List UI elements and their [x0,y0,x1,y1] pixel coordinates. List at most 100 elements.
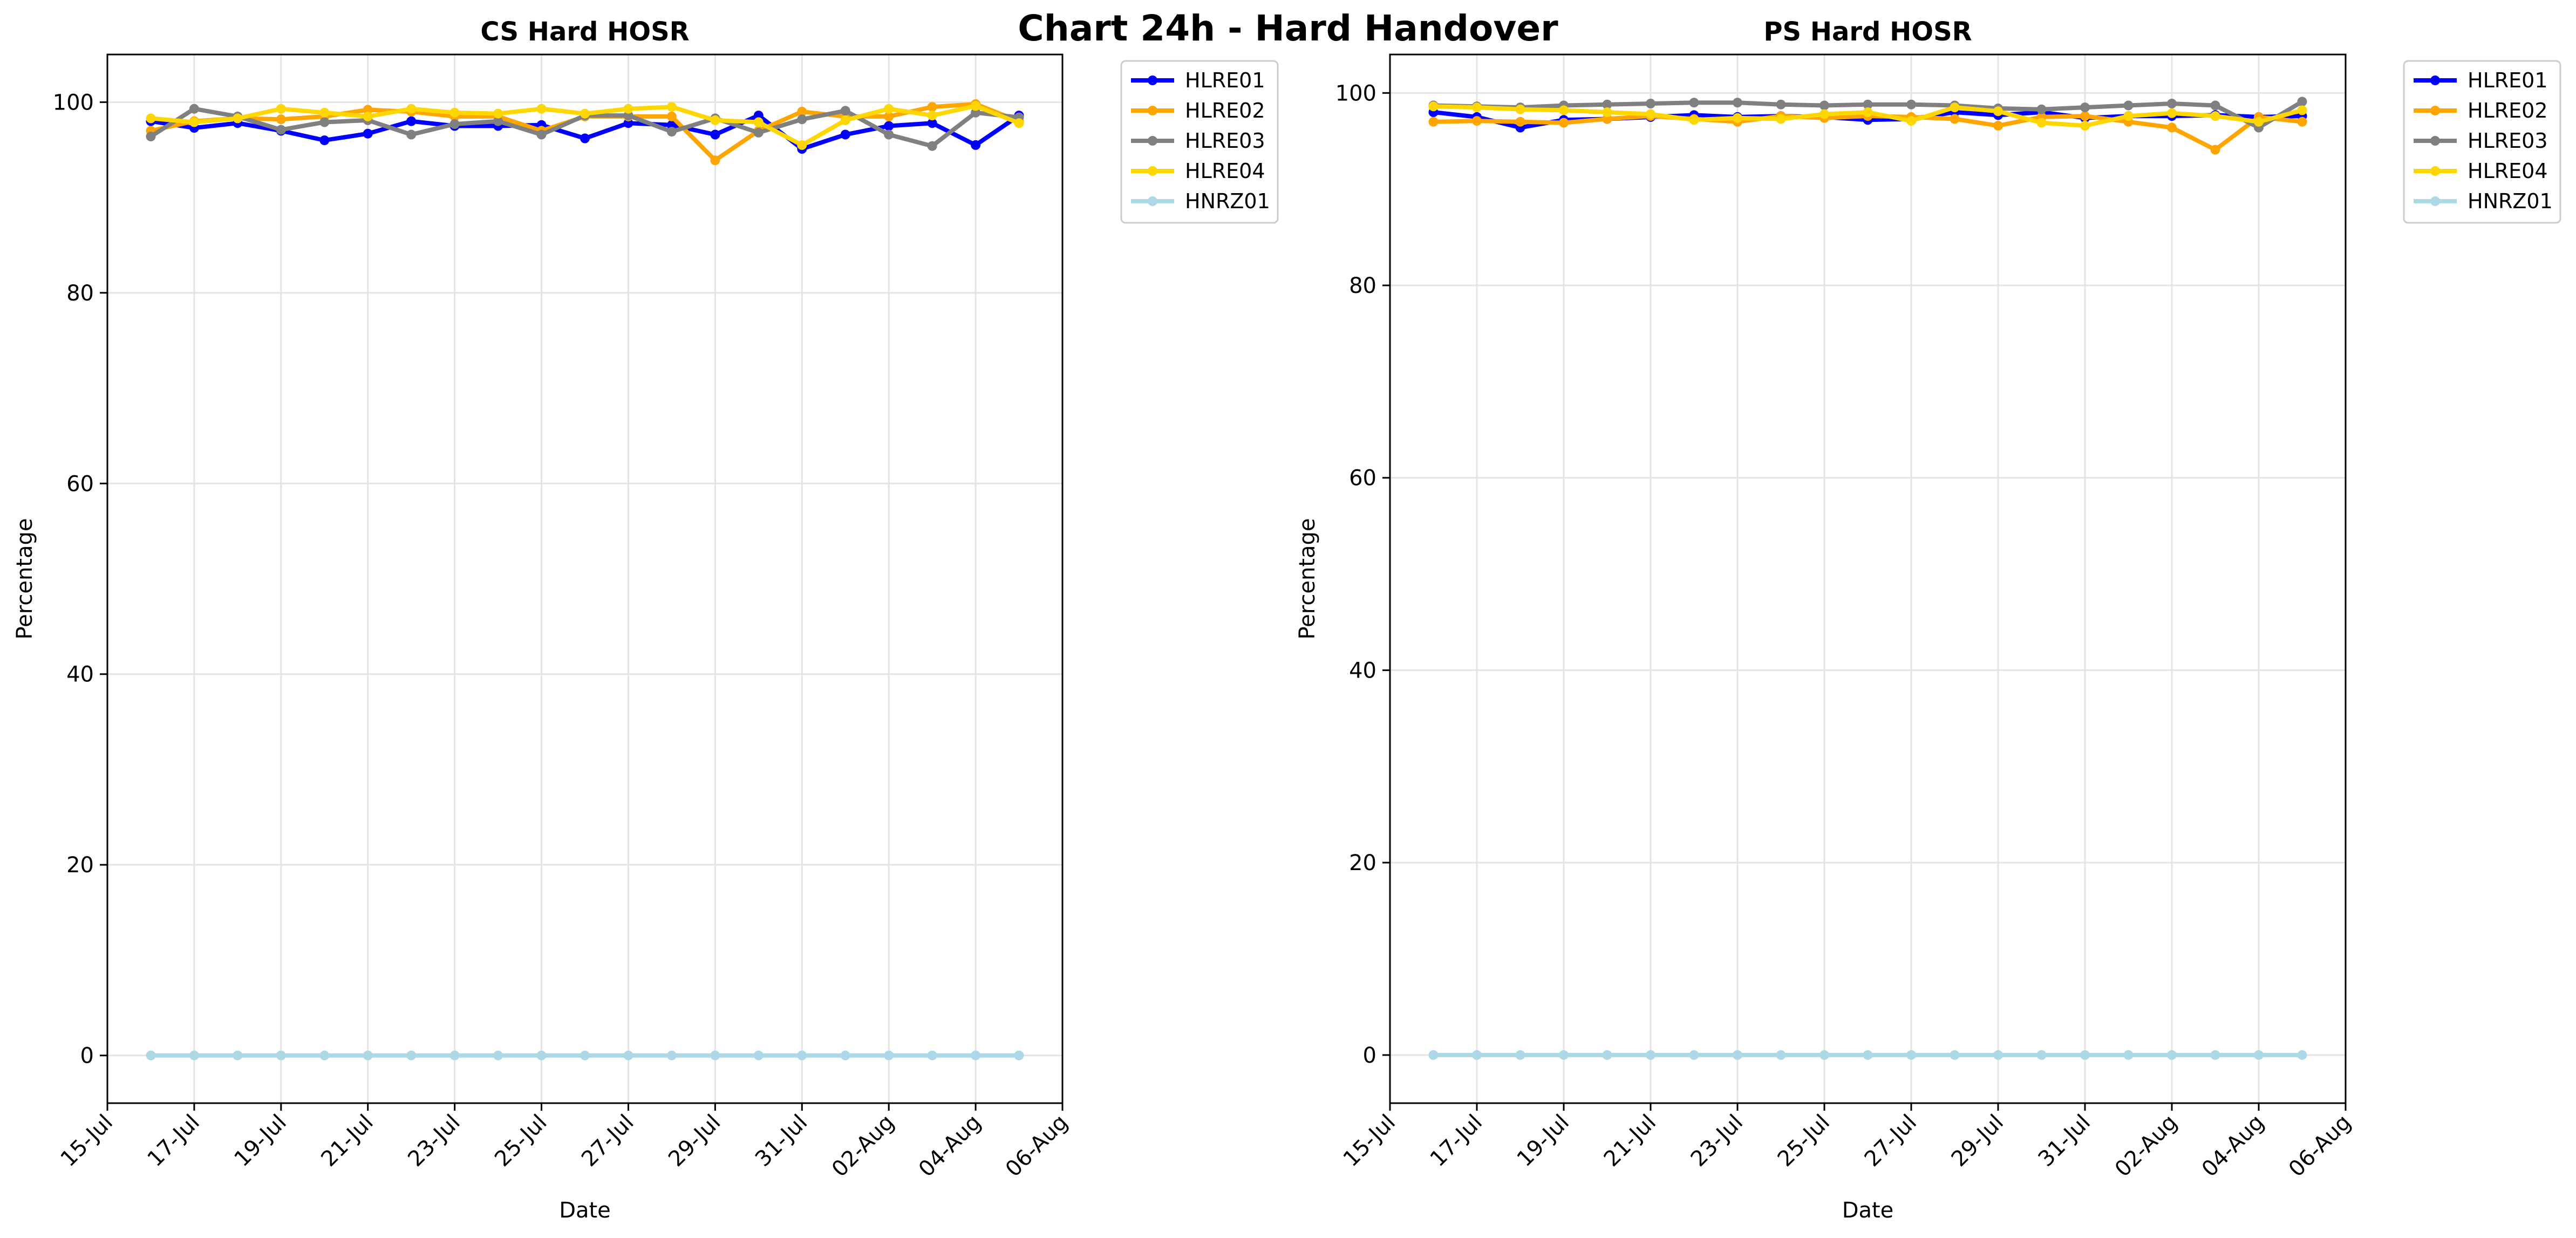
data-point-hlre02 [884,111,894,121]
data-point-hlre04 [276,104,286,114]
data-point-hlre04 [1646,109,1655,119]
data-point-hlre04 [1515,104,1525,114]
data-point-hnrz01 [797,1050,807,1061]
data-point-hnrz01 [927,1050,937,1061]
data-point-hlre03 [2297,97,2307,107]
data-point-hnrz01 [1950,1050,1960,1060]
data-point-hlre02 [1950,114,1960,124]
data-point-hnrz01 [146,1050,156,1061]
data-point-hlre03 [1733,98,1742,108]
legend-label: HLRE01 [2468,69,2548,92]
data-point-hlre03 [2123,100,2134,111]
data-point-hlre04 [1819,109,1829,119]
data-point-hnrz01 [406,1050,417,1061]
data-point-hlre04 [449,107,460,118]
y-tick-label: 0 [1363,1043,1376,1068]
y-axis-label: Percentage [1295,518,1320,639]
data-point-hlre01 [363,128,373,139]
data-point-hnrz01 [1819,1050,1829,1060]
legend-box [2403,60,2561,224]
data-point-hlre04 [406,104,417,114]
data-point-hnrz01 [971,1050,981,1061]
legend-label: HLRE01 [1185,69,1265,92]
chart-title: CS Hard HOSR [480,17,689,47]
data-point-hlre03 [276,125,286,135]
data-point-hnrz01 [2254,1050,2264,1060]
legend-item: HLRE02 [2414,99,2548,122]
data-point-hlre02 [710,155,720,166]
y-tick-label: 20 [1349,851,1376,876]
data-point-hnrz01 [1014,1050,1024,1061]
y-tick-label: 80 [1349,273,1376,298]
data-point-hlre02 [1428,117,1439,127]
data-point-hnrz01 [623,1050,633,1061]
legend-item: HLRE03 [1131,129,1265,153]
data-point-hlre04 [1906,116,1916,126]
data-point-hnrz01 [1646,1050,1655,1060]
data-point-hlre03 [536,129,547,140]
data-point-hlre03 [319,117,330,127]
data-point-hnrz01 [189,1050,199,1061]
data-point-hlre04 [1602,107,1612,117]
data-point-hnrz01 [1993,1050,2003,1060]
legend-marker [2430,106,2440,115]
legend-label: HLRE04 [1185,159,1265,183]
data-point-hlre02 [2297,117,2307,127]
data-point-hlre01 [319,135,330,146]
data-point-hlre04 [2210,111,2220,121]
data-point-hlre03 [2210,100,2220,111]
data-point-hlre03 [1689,98,1699,108]
legend-label: HNRZ01 [1185,189,1270,213]
data-point-hlre02 [1472,116,1482,126]
data-point-hnrz01 [753,1050,764,1061]
y-tick-label: 60 [1349,466,1376,491]
data-point-hnrz01 [1776,1050,1786,1060]
data-point-hnrz01 [1515,1050,1525,1060]
data-point-hlre03 [1906,99,1916,110]
data-point-hlre04 [2036,118,2047,128]
data-point-hlre04 [623,104,633,114]
data-point-hlre03 [493,116,503,126]
y-tick-label: 20 [66,853,94,878]
legend-marker [2430,196,2440,206]
data-point-hnrz01 [233,1050,243,1061]
legend-box [1120,60,1279,224]
legend-label: HLRE02 [2468,99,2548,122]
legend-marker [1148,106,1157,115]
data-point-hlre02 [1602,114,1612,124]
data-point-hlre04 [1993,106,2003,117]
legend-item: HNRZ01 [1131,189,1270,213]
legend-marker [2430,76,2440,85]
data-point-hnrz01 [1863,1050,1873,1060]
data-point-hlre03 [2167,99,2177,108]
data-point-hlre03 [753,127,764,138]
x-axis-label: Date [1842,1198,1894,1223]
legend-label: HLRE04 [2468,159,2548,183]
legend-item: HLRE01 [2414,69,2548,92]
data-point-hlre02 [1559,118,1569,128]
data-point-hlre02 [2080,111,2090,121]
legend-label: HLRE02 [1185,99,1265,122]
data-point-hlre04 [146,113,156,124]
data-point-hlre02 [1515,117,1525,127]
figure-title: Chart 24h - Hard Handover [1018,8,1558,49]
legend-item: HLRE02 [1131,99,1265,122]
legend-item: HLRE04 [1131,159,1265,183]
legend-marker [1148,196,1157,206]
data-point-hlre04 [971,101,981,111]
legend-marker [1148,76,1157,85]
data-point-hlre04 [666,102,677,112]
data-point-hlre04 [2080,121,2090,131]
data-point-hlre03 [623,111,633,121]
data-point-hlre03 [884,129,894,140]
data-point-hlre04 [233,113,243,124]
data-point-hlre03 [666,127,677,137]
legend-label: HNRZ01 [2468,189,2553,213]
y-tick-label: 40 [66,662,94,687]
data-point-hlre04 [1950,102,1960,113]
data-point-hlre02 [276,114,286,125]
data-point-hlre04 [927,111,937,121]
